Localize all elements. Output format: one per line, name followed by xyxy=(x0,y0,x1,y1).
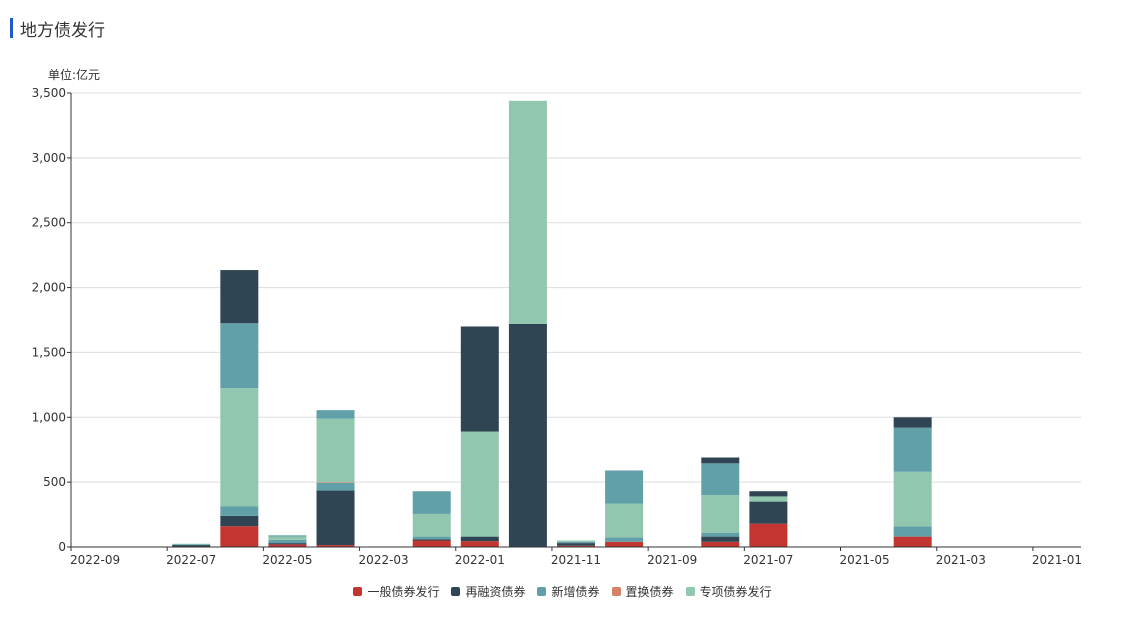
bar-segment xyxy=(268,536,307,540)
bar-segment xyxy=(508,100,547,324)
bar-segment xyxy=(460,536,499,542)
bar-segment xyxy=(460,541,499,547)
bar-segment xyxy=(557,541,595,544)
x-tick-label: 2022-01 xyxy=(455,553,505,567)
y-tick-label: 2,500 xyxy=(32,216,66,230)
bar-segment xyxy=(460,326,499,432)
bar-segment xyxy=(268,535,307,537)
bar-segment xyxy=(412,539,451,541)
legend-item[interactable]: 一般债券发行 xyxy=(353,583,439,600)
bar-segment xyxy=(893,417,932,428)
legend-item[interactable]: 置换债券 xyxy=(611,583,674,600)
bar-segment xyxy=(701,541,740,547)
bar-segment xyxy=(460,431,499,537)
x-tick-label: 2022-09 xyxy=(70,553,120,567)
y-tick-label: 3,000 xyxy=(32,151,66,165)
legend-swatch xyxy=(537,587,547,596)
legend-label: 再融资债券 xyxy=(465,585,526,599)
bar-segment xyxy=(316,482,355,491)
y-tick-label: 0 xyxy=(58,540,66,554)
bar-segment xyxy=(172,543,211,545)
legend-item[interactable]: 新增债券 xyxy=(537,583,600,600)
bar-chart: 0 500 1,000 1,500 2,000 2,500 3,000 3,500 2022-0… xyxy=(32,86,1082,567)
legend-swatch xyxy=(353,587,363,596)
x-tick-label: 2021-09 xyxy=(647,553,697,567)
bar-segment xyxy=(220,323,259,389)
legend-swatch xyxy=(451,587,461,596)
legend-swatch xyxy=(685,587,695,596)
x-tick-label: 2021-11 xyxy=(551,553,601,567)
x-tick-label: 2021-07 xyxy=(743,553,793,567)
bar-segment xyxy=(412,491,451,514)
legend-label: 新增债券 xyxy=(551,585,600,599)
chart-title: 地方债发行 xyxy=(20,21,105,41)
bar-segment xyxy=(220,526,259,547)
bar-segment xyxy=(749,496,788,502)
bar-segment xyxy=(893,526,932,537)
title-accent-bar xyxy=(10,18,13,38)
bar-segment xyxy=(172,544,211,546)
bar-segment xyxy=(220,388,259,507)
chart-legend: 一般债券发行 再融资债券 新增债券 置换债券 专项债券发行 xyxy=(0,583,1125,600)
unit-label: 单位:亿元 xyxy=(48,68,101,82)
bar-segment xyxy=(412,540,451,547)
bar-segment xyxy=(557,543,595,546)
bar-segment xyxy=(893,471,932,527)
bar-segment xyxy=(557,540,595,542)
legend-label: 置换债券 xyxy=(625,585,674,599)
y-tick-label: 1,500 xyxy=(32,345,66,359)
bar-segment xyxy=(701,536,740,542)
bar-segment xyxy=(220,270,259,324)
x-tick-label: 2022-05 xyxy=(262,553,312,567)
bar-segment xyxy=(412,536,451,540)
bar-segment xyxy=(316,418,355,483)
bar-segment xyxy=(316,410,355,419)
bar-segment xyxy=(268,543,307,545)
bar-segment xyxy=(268,544,307,547)
legend-label: 专项债券发行 xyxy=(699,585,772,599)
y-tick-label: 500 xyxy=(43,475,66,489)
bar-segment xyxy=(557,545,595,547)
bar-segment xyxy=(316,482,355,483)
bar-segment xyxy=(701,532,740,537)
bar-segment xyxy=(605,503,644,538)
bar-segment xyxy=(220,515,259,527)
x-tick-label: 2021-03 xyxy=(936,553,986,567)
x-tick-label: 2022-03 xyxy=(359,553,409,567)
legend-label: 一般债券发行 xyxy=(367,585,440,599)
bar-segment xyxy=(749,501,788,524)
y-tick-label: 1,000 xyxy=(32,410,66,424)
bar-segment xyxy=(172,545,211,547)
bar-segment xyxy=(220,506,259,516)
x-tick-label: 2021-01 xyxy=(1032,553,1082,567)
bar-segment xyxy=(605,537,644,542)
bar-segment xyxy=(605,470,644,504)
x-tick-label: 2022-07 xyxy=(166,553,216,567)
bar-segment xyxy=(701,495,740,533)
bar-segment xyxy=(605,541,644,547)
bar-segment xyxy=(268,539,307,544)
y-tick-label: 2,000 xyxy=(32,281,66,295)
bar-segment xyxy=(701,463,740,496)
bar-segment xyxy=(749,523,788,547)
y-tick-label: 3,500 xyxy=(32,86,66,100)
legend-item[interactable]: 专项债券发行 xyxy=(685,583,772,600)
bar-segment xyxy=(701,457,740,464)
bar-segment xyxy=(893,427,932,472)
legend-swatch xyxy=(611,587,621,596)
bar-segment xyxy=(316,545,355,547)
bar-segment xyxy=(412,513,451,537)
bar-segment xyxy=(749,491,788,497)
bar-segment xyxy=(316,490,355,546)
bar-segment xyxy=(893,536,932,547)
legend-item[interactable]: 再融资债券 xyxy=(451,583,525,600)
bar-segment xyxy=(508,323,547,547)
x-tick-label: 2021-05 xyxy=(840,553,890,567)
